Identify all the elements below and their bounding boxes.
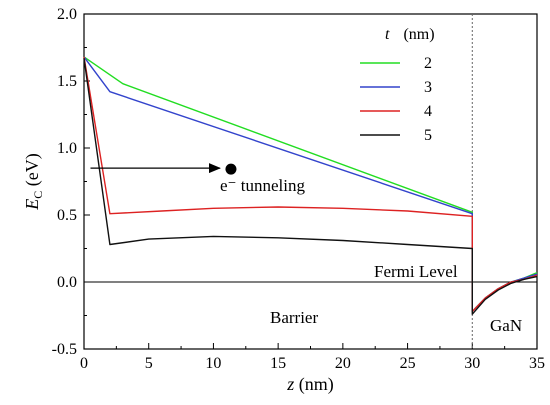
series-line-t-2 [83, 56, 538, 313]
fermi-level-label: Fermi Level [374, 262, 458, 281]
y-tick-label: 0.0 [57, 274, 77, 291]
legend-label-t-2: 2 [424, 55, 432, 72]
electron-marker [225, 163, 237, 175]
barrier-label: Barrier [270, 308, 318, 327]
x-tick-label: 25 [400, 355, 416, 372]
y-tick-label: 2.0 [57, 6, 77, 23]
x-tick-label: 10 [205, 355, 221, 372]
x-tick-label: 5 [145, 355, 153, 372]
y-axis-ticks: -0.5 0.0 0.5 1.0 1.5 2.0 [52, 6, 90, 358]
legend-label-t-4: 4 [424, 103, 432, 120]
y-tick-label: -0.5 [52, 341, 77, 358]
series-lines [83, 56, 538, 315]
series-line-t-4 [83, 56, 538, 313]
legend-label-t-5: 5 [424, 127, 432, 144]
legend-title: t (nm) [385, 26, 435, 43]
series-line-t-5 [83, 58, 538, 315]
x-tick-label: 15 [270, 355, 286, 372]
gan-label: GaN [490, 316, 522, 335]
x-axis-ticks: 0 5 10 15 20 25 30 35 [80, 343, 545, 372]
y-tick-label: 1.5 [57, 73, 77, 90]
tunneling-label: e⁻ tunneling [220, 176, 305, 195]
y-axis-title: EC (eV) [22, 153, 45, 211]
legend: t (nm) 2 3 4 5 [360, 26, 435, 144]
legend-label-t-3: 3 [424, 79, 432, 96]
svg-text:z (nm): z (nm) [286, 374, 334, 395]
x-tick-label: 35 [529, 355, 545, 372]
y-tick-label: 1.0 [57, 140, 77, 157]
x-tick-label: 30 [464, 355, 480, 372]
x-tick-label: 0 [80, 355, 88, 372]
y-tick-label: 0.5 [57, 207, 77, 224]
svg-text:EC (eV): EC (eV) [22, 153, 45, 211]
plot-frame [83, 13, 538, 350]
x-tick-label: 20 [335, 355, 351, 372]
x-axis-title: z (nm) [286, 374, 334, 395]
